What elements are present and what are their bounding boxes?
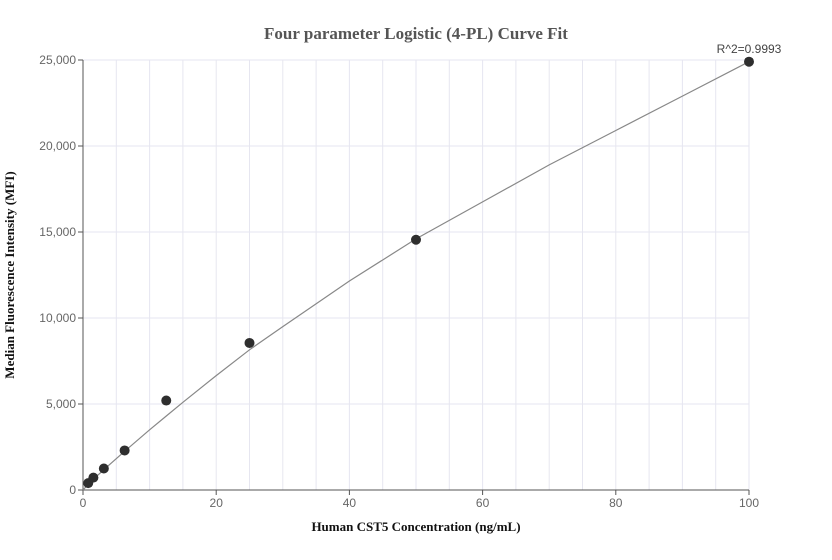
data-point <box>119 445 130 456</box>
x-tick-label: 60 <box>476 496 490 510</box>
x-tick-label: 80 <box>609 496 623 510</box>
data-point <box>244 337 255 348</box>
y-tick-label: 25,000 <box>39 53 76 67</box>
data-point <box>744 56 754 67</box>
y-axis-label: Median Fluorescence Intensity (MFI) <box>2 171 17 378</box>
x-axis-label: Human CST5 Concentration (ng/mL) <box>311 519 520 534</box>
axes <box>82 60 749 491</box>
x-tick-label: 40 <box>343 496 357 510</box>
data-point <box>161 395 172 406</box>
grid <box>82 59 750 491</box>
ticks: 0 20 40 60 80 100 0 5,000 10,000 15,000 20,000 25,0… <box>39 53 759 510</box>
y-tick-label: 0 <box>69 483 76 497</box>
y-tick-label: 10,000 <box>39 311 76 325</box>
data-point <box>98 463 109 474</box>
y-tick-label: 20,000 <box>39 139 76 153</box>
r-squared-annotation: R^2=0.9993 <box>717 42 782 56</box>
x-tick-label: 20 <box>210 496 224 510</box>
data-point <box>88 472 99 483</box>
chart-title: Four parameter Logistic (4-PL) Curve Fit <box>264 24 568 43</box>
data-point <box>411 234 421 245</box>
series <box>82 56 754 491</box>
y-tick-label: 15,000 <box>39 225 76 239</box>
x-tick-label: 100 <box>739 496 759 510</box>
y-tick-label: 5,000 <box>46 397 76 411</box>
x-tick-label: 0 <box>80 496 87 510</box>
